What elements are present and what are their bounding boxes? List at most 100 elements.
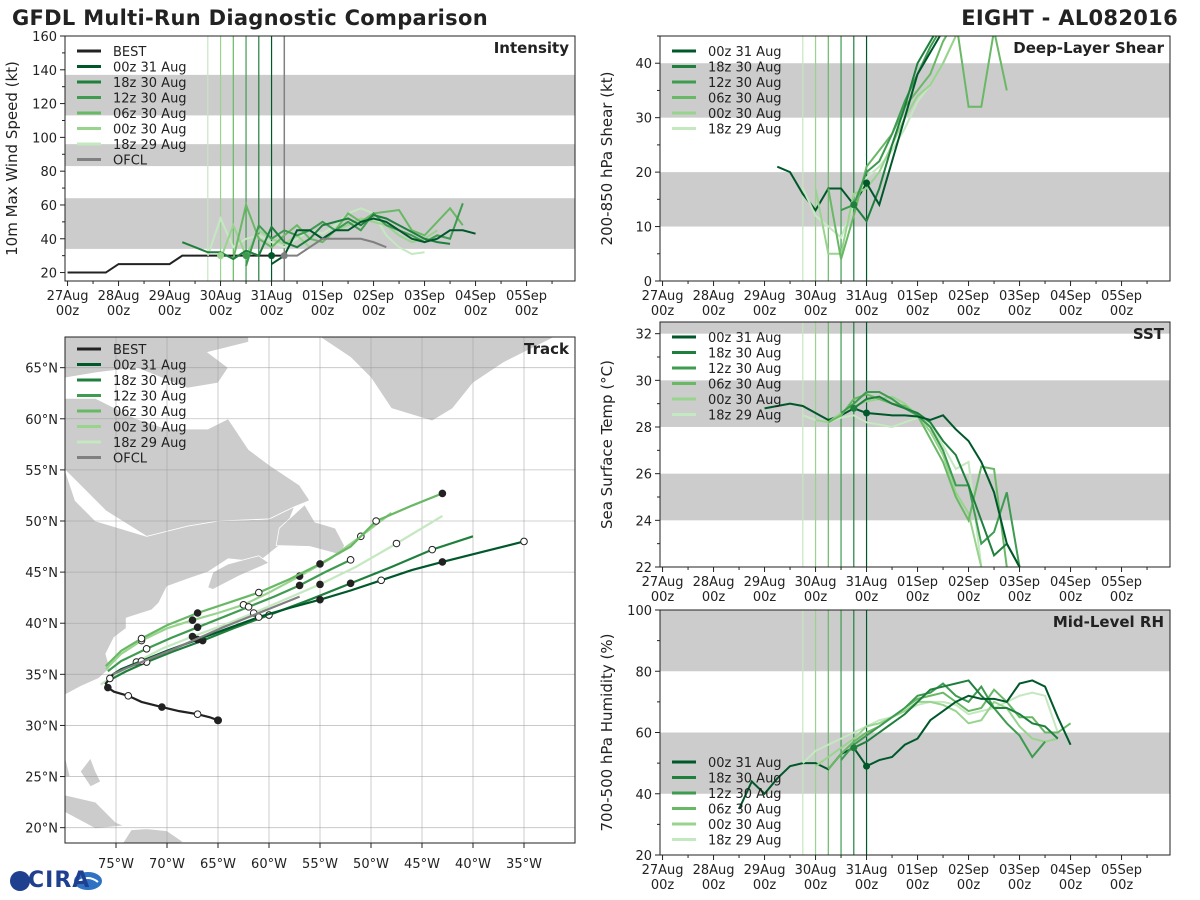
shear-legend-label: 00z 31 Aug <box>708 45 782 60</box>
shear-title: Deep-Layer Shear <box>1013 39 1164 57</box>
sst-ytick-label: 22 <box>635 561 652 576</box>
rh-xtick-day: 03Sep <box>999 863 1040 878</box>
intensity-legend-label: 18z 29 Aug <box>113 138 187 153</box>
track-best-line-point <box>193 710 202 719</box>
shear-xtick-hour: 00z <box>1059 304 1083 319</box>
intensity-legend-label: OFCL <box>113 154 148 169</box>
track-xtick-label: 40°W <box>455 857 491 872</box>
rh-xtick-day: 04Sep <box>1050 863 1091 878</box>
sst-xtick-hour: 00z <box>651 590 675 605</box>
cira-logo: CIRA <box>6 866 106 896</box>
rh-xtick-day: 29Aug <box>744 863 786 878</box>
track-xtick-label: 60°W <box>251 857 287 872</box>
shear-ytick-label: 40 <box>635 57 652 72</box>
rh-best-marker <box>850 744 858 752</box>
track-series-line-point <box>392 539 401 548</box>
sst-ytick-label: 26 <box>635 468 652 483</box>
rh-legend-label: 18z 30 Aug <box>708 772 782 787</box>
track-series-line-point <box>137 634 146 643</box>
sst-series-line <box>840 391 1021 567</box>
track-best-line-point <box>158 703 166 711</box>
track-series-line-point <box>438 489 447 498</box>
shear-xtick-day: 05Sep <box>1101 289 1142 304</box>
sst-legend-label: 18z 30 Aug <box>708 347 782 362</box>
sst-xtick-hour: 00z <box>702 590 726 605</box>
sst-xtick-hour: 00z <box>1059 590 1083 605</box>
rh-xtick-hour: 00z <box>804 878 828 893</box>
intensity-ytick-label: 140 <box>32 64 57 79</box>
sst-xtick-day: 27Aug <box>642 575 684 590</box>
track-xtick-label: 35°W <box>506 857 542 872</box>
track-ytick-label: 30°N <box>25 719 58 734</box>
track-series-line-point <box>346 579 355 588</box>
intensity-best-marker <box>217 252 225 260</box>
shear-xtick-hour: 00z <box>1110 304 1134 319</box>
intensity-band <box>65 144 575 167</box>
rh-xtick-hour: 00z <box>957 878 981 893</box>
track-series-line-point <box>438 558 447 566</box>
sst-series-line <box>853 395 1021 567</box>
land-cuba <box>65 794 125 830</box>
sst-legend-label: 00z 31 Aug <box>708 331 782 346</box>
intensity-xtick-day: 05Sep <box>506 289 547 304</box>
shear-legend-label: 18z 30 Aug <box>708 61 782 76</box>
page-title: GFDL Multi-Run Diagnostic Comparison <box>12 6 488 30</box>
rh-xtick-hour: 00z <box>753 878 777 893</box>
shear-best-marker <box>850 201 858 209</box>
rh-xtick-day: 28Aug <box>693 863 735 878</box>
land-nova-scotia <box>207 555 270 590</box>
shear-xtick-hour: 00z <box>855 304 879 319</box>
rh-legend-label: 00z 31 Aug <box>708 756 782 771</box>
rh-xtick-day: 01Sep <box>897 863 938 878</box>
rh-xtick-day: 27Aug <box>642 863 684 878</box>
intensity-xtick-day: 27Aug <box>47 289 89 304</box>
intensity-best-line <box>67 254 285 274</box>
track-xtick-label: 45°W <box>404 857 440 872</box>
intensity-xtick-hour: 00z <box>413 304 437 319</box>
track-series-line-point <box>372 517 380 525</box>
intensity-ytick-label: 60 <box>40 199 57 214</box>
intensity-best-marker <box>268 252 276 260</box>
shear-xtick-day: 27Aug <box>642 289 684 304</box>
sst-ytick-label: 24 <box>635 514 652 529</box>
track-best-line-point <box>124 692 133 700</box>
land-hispaniola <box>122 828 185 843</box>
shear-ytick-label: 0 <box>644 275 652 290</box>
intensity-xtick-day: 31Aug <box>251 289 293 304</box>
track-series-line-point <box>428 545 437 554</box>
rh-xtick-hour: 00z <box>1008 878 1032 893</box>
intensity-xtick-day: 04Sep <box>455 289 496 304</box>
rh-legend-label: 00z 30 Aug <box>708 818 782 833</box>
intensity-xtick-day: 28Aug <box>98 289 140 304</box>
shear-ytick-label: 30 <box>635 112 652 127</box>
sst-xtick-hour: 00z <box>1008 590 1032 605</box>
rh-title: Mid-Level RH <box>1053 613 1164 631</box>
track-series-line-point <box>254 588 263 597</box>
rh-xtick-hour: 00z <box>855 878 879 893</box>
sst-best-line <box>764 402 867 422</box>
intensity-legend-label: 18z 30 Aug <box>113 76 187 91</box>
sst-legend-label: 06z 30 Aug <box>708 378 782 393</box>
track-legend-label: BEST <box>113 343 146 358</box>
track-best-start <box>214 716 222 725</box>
rh-xtick-day: 30Aug <box>795 863 837 878</box>
shear-xtick-hour: 00z <box>1008 304 1032 319</box>
shear-frame <box>659 35 1171 282</box>
sst-xtick-day: 02Sep <box>948 575 989 590</box>
sst-xtick-day: 30Aug <box>795 575 837 590</box>
track-ytick-label: 45°N <box>25 566 58 581</box>
intensity-ytick-label: 120 <box>32 98 57 113</box>
intensity-xtick-day: 30Aug <box>200 289 242 304</box>
track-series-line-point <box>295 581 304 590</box>
rh-plot-area <box>660 610 1170 855</box>
track-title: Track <box>524 340 570 358</box>
rh-panel: 2040608010027Aug00z28Aug00z29Aug00z30Aug… <box>598 604 1171 893</box>
sst-band <box>660 322 1170 334</box>
sst-frame <box>659 321 1171 568</box>
sst-xtick-day: 29Aug <box>744 575 786 590</box>
track-ytick-label: 25°N <box>25 771 58 786</box>
shear-xtick-hour: 00z <box>957 304 981 319</box>
sst-plot-area <box>660 322 1170 567</box>
sst-ytick-label: 30 <box>635 374 652 389</box>
